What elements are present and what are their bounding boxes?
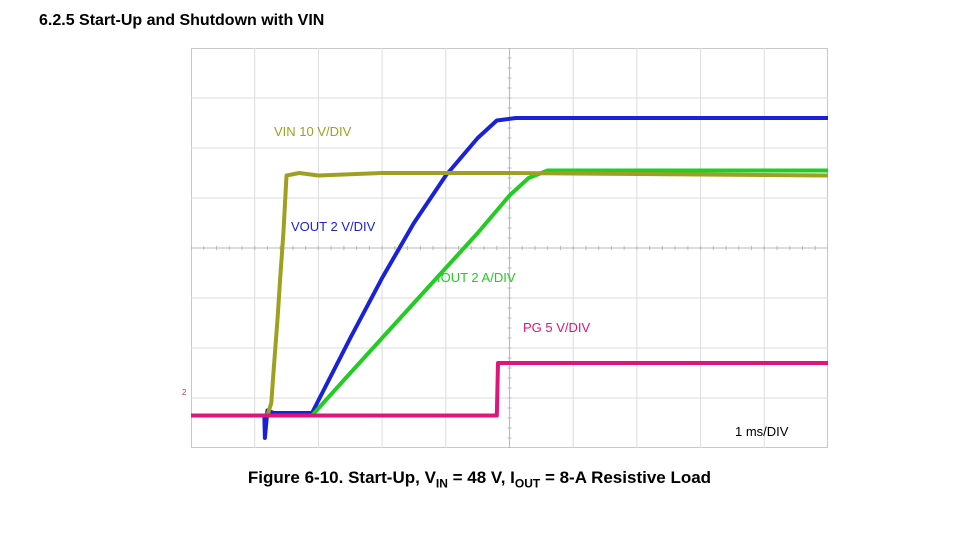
plot-grid xyxy=(191,48,828,448)
oscilloscope-screen xyxy=(191,48,828,448)
series-label-vout: VOUT 2 V/DIV xyxy=(291,219,376,234)
series-label-iout: IOUT 2 A/DIV xyxy=(437,270,516,285)
trace-iout xyxy=(191,168,828,418)
channel-marker: 2 xyxy=(182,388,187,397)
trace-pg xyxy=(191,361,828,418)
caption-iout-subscript: OUT xyxy=(514,476,541,491)
oscilloscope-plot: VIN 10 V/DIV VOUT 2 V/DIV IOUT 2 A/DIV P… xyxy=(182,48,828,448)
section-heading: 6.2.5 Start-Up and Shutdown with VIN xyxy=(39,12,325,29)
trace-vin xyxy=(191,171,828,418)
caption-vin-subscript: IN xyxy=(435,476,448,491)
caption-suffix: = 8-A Resistive Load xyxy=(540,468,712,487)
figure-caption: Figure 6-10. Start-Up, VIN = 48 V, IOUT … xyxy=(0,468,959,490)
plot-traces xyxy=(191,116,828,440)
time-scale-label: 1 ms/DIV xyxy=(735,424,789,439)
caption-mid: = 48 V, I xyxy=(447,468,515,487)
series-label-vin: VIN 10 V/DIV xyxy=(274,124,352,139)
series-label-pg: PG 5 V/DIV xyxy=(523,320,591,335)
caption-prefix: Figure 6-10. Start-Up, V xyxy=(247,468,436,487)
trace-vout xyxy=(191,116,828,440)
